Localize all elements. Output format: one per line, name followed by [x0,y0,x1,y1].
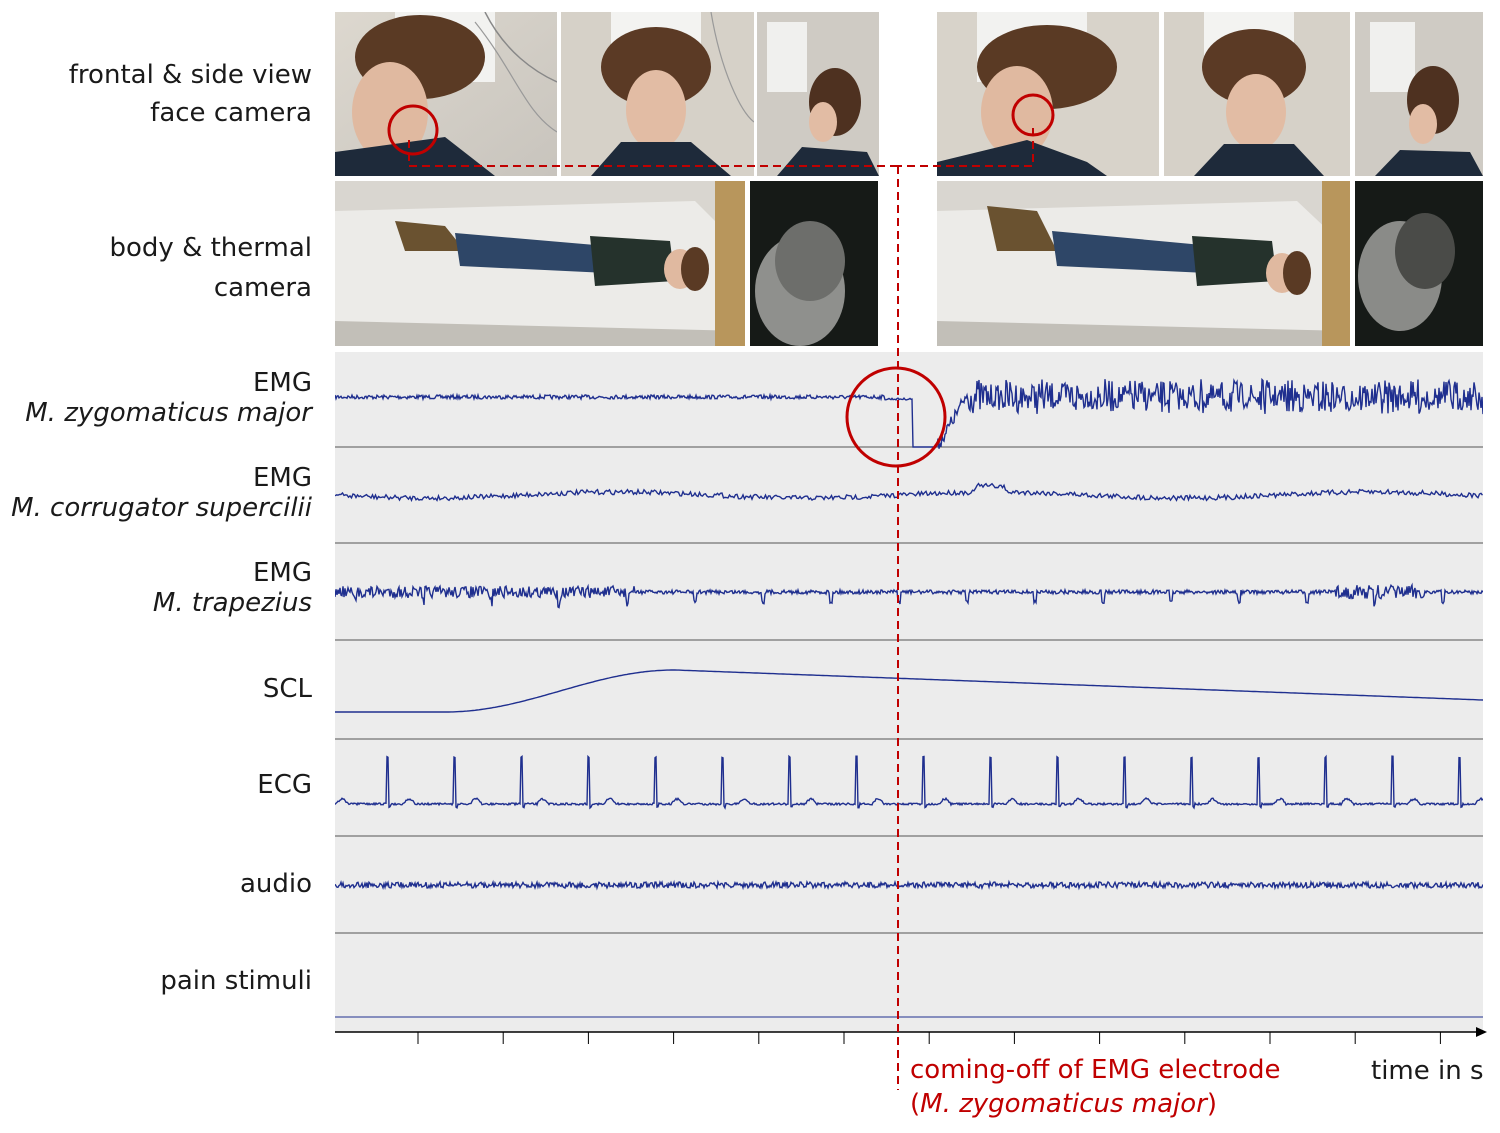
connector-dashed-line-left [408,140,898,167]
face-frontal-photo-2 [561,12,754,176]
face-frontal-photo-4 [1164,12,1350,176]
pain-stimuli-label: pain stimuli [160,966,312,996]
event-annotation-line2: (M. zygomaticus major) [910,1087,1281,1121]
emg-corrugator-label: EMG M. corrugator supercilii [11,463,312,523]
face-frontal-photo-3 [937,12,1159,176]
event-annotation-open-paren: ( [910,1089,921,1119]
time-axis-ticks [417,1032,1441,1044]
event-annotation-line1: coming-off of EMG electrode [910,1055,1281,1085]
time-axis-label: time in s [1371,1056,1484,1086]
emg-corrugator-muscle: M. corrugator supercilii [11,493,312,523]
emg-corrugator-title: EMG [252,463,312,493]
emg-zygomaticus-muscle: M. zygomaticus major [25,398,312,428]
body-camera-label: body & thermal camera [110,228,313,308]
electrode-failure-circle [845,366,947,468]
audio-label: audio [239,869,312,899]
face-side-photo-1 [757,12,879,176]
emg-zygomaticus-label: EMG M. zygomaticus major [25,368,312,428]
signals-plot [334,377,1484,1018]
event-annotation: coming-off of EMG electrode (M. zygomati… [910,1053,1281,1121]
face-camera-label-line1: frontal & side view [68,60,312,90]
body-camera-label-line2: camera [213,273,312,303]
emg-trapezius-muscle: M. trapezius [152,588,312,618]
face-frontal-photo-1 [335,12,557,176]
body-camera-photo-1 [335,181,745,346]
emg-corrugator-trace [334,482,1484,503]
scl-label: SCL [262,674,312,704]
emg-trapezius-title: EMG [252,558,312,588]
scl-trace [335,669,1484,713]
thermal-camera-photo-1 [750,181,878,346]
emg-zygomaticus-trace [334,377,1484,449]
audio-trace [334,879,1484,891]
ecg-trace [334,754,1484,810]
time-axis-arrow [1476,1027,1487,1037]
thermal-camera-photo-2 [1355,181,1483,346]
body-camera-label-line1: body & thermal [109,233,313,263]
emg-zygomaticus-title: EMG [252,368,312,398]
event-annotation-muscle: M. zygomaticus major [920,1089,1207,1119]
face-camera-label-line2: face camera [150,98,312,128]
face-camera-label: frontal & side view face camera [69,56,312,132]
emg-trapezius-label: EMG M. trapezius [153,558,312,618]
ecg-label: ECG [257,770,312,800]
event-annotation-close-paren: ) [1206,1089,1218,1119]
face-side-photo-2 [1355,12,1483,176]
connector-dashed-line-right [898,128,1034,167]
body-camera-photo-2 [937,181,1350,346]
emg-trapezius-trace [334,582,1484,609]
